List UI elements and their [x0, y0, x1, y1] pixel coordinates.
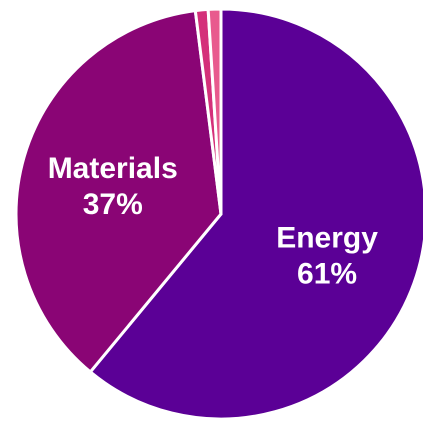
- pie-slice-materials: [14, 9, 223, 374]
- pie-label-energy: Energy 61%: [276, 222, 378, 291]
- pie-labels: Energy 61% Materials 37%: [48, 152, 379, 291]
- pie-slice-energy: [88, 7, 423, 421]
- pie-slice-minor-3: [206, 7, 223, 216]
- pie-slices: [14, 7, 423, 421]
- slice-value-label: 61%: [297, 258, 357, 291]
- pie-label-materials: Materials 37%: [48, 152, 178, 221]
- slice-category-label: Energy: [276, 222, 378, 255]
- slice-value-label: 37%: [83, 188, 143, 221]
- slice-category-label: Materials: [48, 152, 178, 185]
